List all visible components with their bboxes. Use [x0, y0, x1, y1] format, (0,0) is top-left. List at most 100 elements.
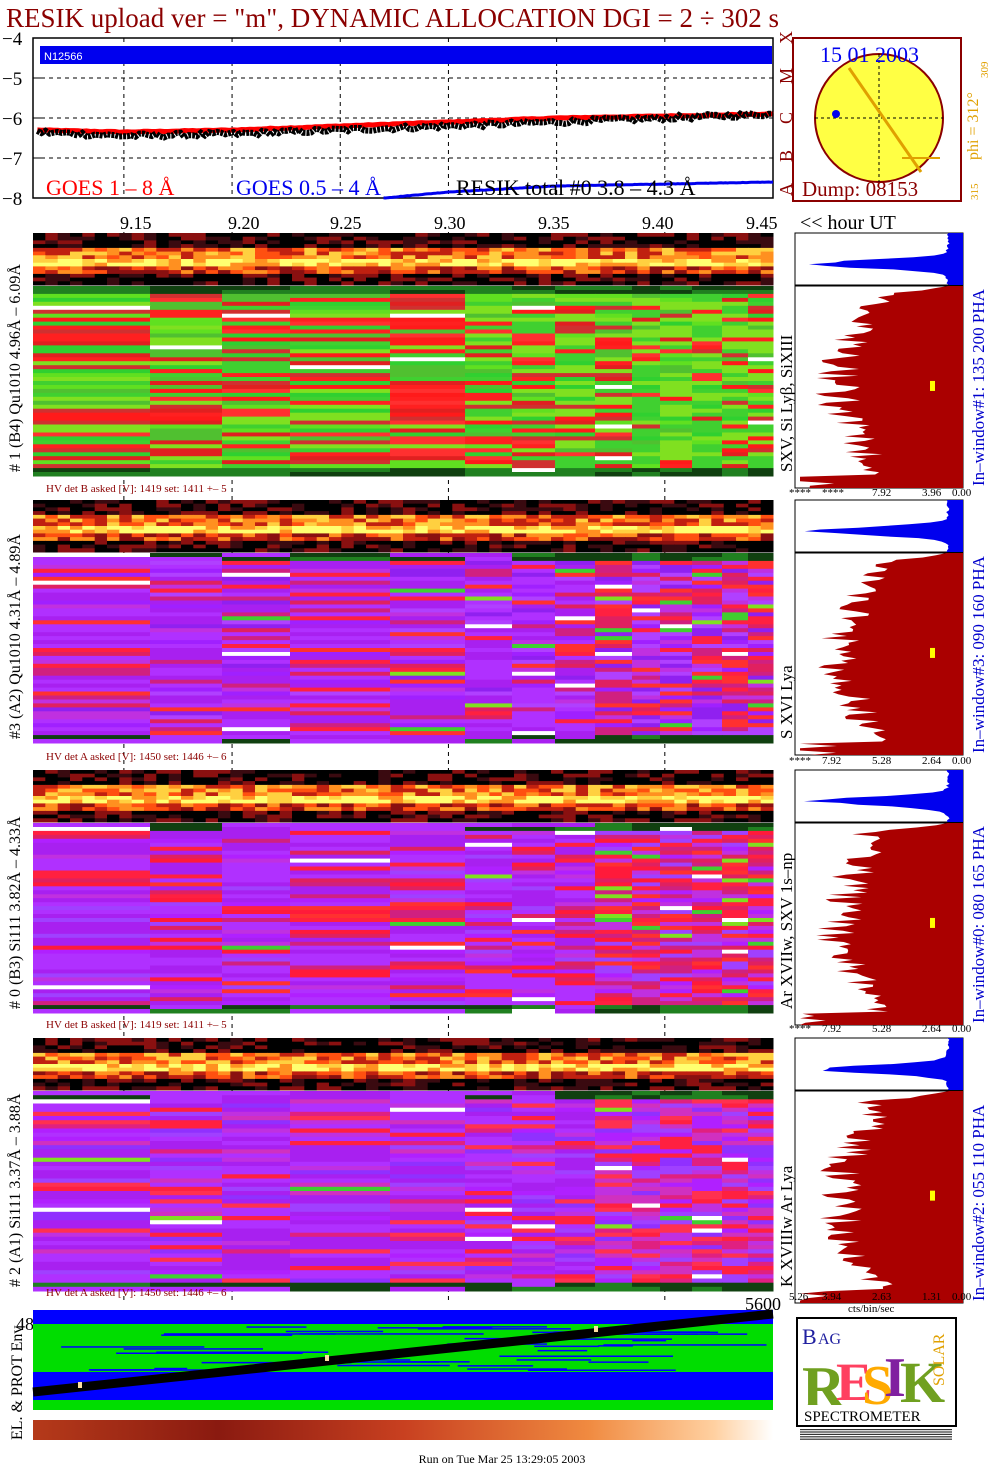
strip-cell — [45, 799, 59, 804]
spectrogram-cell — [660, 568, 693, 574]
strip-cell — [131, 244, 145, 249]
strip-cell — [131, 518, 145, 523]
spectrogram-cell — [465, 838, 513, 844]
strip-cell — [255, 770, 268, 775]
goes-class-label: A — [776, 183, 796, 196]
spectrogram-cell — [748, 870, 774, 875]
spectrogram-cell — [595, 854, 633, 860]
strip-cell — [736, 792, 749, 797]
flare-position-icon — [832, 110, 840, 118]
spectrogram-cell — [555, 969, 596, 974]
spectrogram-cell — [722, 420, 749, 426]
strip-cell — [637, 273, 651, 279]
strip-cell — [551, 803, 564, 808]
strip-cell — [477, 277, 490, 282]
strip-cell — [736, 240, 749, 245]
strip-cell — [637, 537, 651, 542]
spectrogram-cell — [555, 687, 596, 693]
strip-cell — [489, 1049, 503, 1054]
strip-cell — [649, 770, 663, 775]
strip-cell — [292, 548, 305, 553]
strip-cell — [267, 533, 281, 538]
spectrogram-cell — [390, 945, 466, 951]
strip-cell — [168, 529, 182, 534]
strip-cell — [205, 540, 219, 546]
strip-cell — [45, 236, 59, 241]
strip-cell — [662, 814, 675, 819]
strip-cell — [662, 792, 675, 797]
strip-cell — [588, 281, 601, 286]
strip-cell — [255, 511, 268, 516]
spectrogram-cell — [555, 572, 596, 578]
strip-cell — [366, 266, 379, 271]
strip-cell — [267, 270, 281, 275]
strip-cell — [674, 259, 688, 264]
spectrogram-cell — [632, 305, 661, 311]
strip-cell — [501, 814, 515, 819]
spectrogram-cell — [150, 679, 223, 685]
strip-cell — [107, 1038, 120, 1043]
strip-cell — [366, 514, 379, 520]
spectrogram-cell — [748, 703, 774, 708]
strip-cell — [168, 236, 182, 241]
strip-cell — [551, 1049, 564, 1054]
strip-cell — [119, 537, 133, 542]
spectrogram-cell — [748, 739, 774, 744]
strip-cell — [230, 255, 244, 260]
strip-cell — [736, 770, 749, 775]
strip-cell — [316, 533, 330, 538]
strip-cell — [218, 807, 231, 812]
strip-cell — [588, 277, 601, 282]
strip-cell — [181, 233, 194, 238]
strip-cell — [674, 529, 688, 534]
strip-cell — [329, 818, 342, 823]
spectrogram-cell — [222, 739, 291, 744]
strip-cell — [612, 526, 626, 531]
spectrogram-cell — [692, 400, 723, 406]
strip-cell — [415, 529, 429, 534]
spectrogram-cell — [632, 969, 661, 974]
spectrogram-cell — [555, 608, 596, 613]
strip-cell — [94, 262, 108, 267]
strip-cell — [156, 1038, 170, 1043]
spectrogram-cell — [465, 345, 513, 350]
strip-cell — [33, 548, 46, 553]
strip-cell — [514, 259, 527, 264]
strip-cell — [464, 240, 478, 245]
strip-cell — [230, 533, 244, 538]
strip-cell — [390, 251, 404, 256]
spectrogram-cell — [660, 886, 693, 891]
spectrogram-cell — [33, 997, 151, 1002]
spectrogram-cell — [465, 981, 513, 986]
strip-cell — [341, 233, 355, 238]
spectrogram-cell — [722, 408, 749, 414]
strip-cell — [538, 511, 552, 516]
spectrogram-cell — [555, 373, 596, 378]
strip-cell — [427, 784, 441, 790]
spectrogram-cell — [33, 874, 151, 879]
spectrogram-cell — [632, 290, 661, 295]
strip-cell — [57, 548, 71, 553]
spectrogram-cell — [222, 290, 291, 295]
spectrogram-cell — [465, 870, 513, 875]
spectrogram-cell — [33, 357, 151, 362]
spectrogram-cell — [692, 929, 723, 935]
spectrogram-cell — [692, 588, 723, 594]
detector-title: # 0 (B3) Si111 3.82Å – 4.33Å — [6, 816, 24, 1009]
strip-cell — [107, 818, 120, 823]
strip-cell — [279, 537, 293, 542]
spectrogram-cell — [555, 1005, 596, 1010]
spectrogram-cell — [748, 989, 774, 994]
spectrogram-cell — [722, 388, 749, 394]
spectrogram-cell — [722, 290, 749, 295]
spectrogram-cell — [512, 703, 556, 708]
strip-cell — [156, 240, 170, 245]
spectrogram-cell — [722, 652, 749, 657]
spectrogram-cell — [290, 838, 391, 844]
spectrogram-cell — [692, 293, 723, 299]
spectrogram-cell — [632, 850, 661, 856]
strip-cell — [353, 770, 367, 775]
spectrogram-cell — [290, 560, 391, 566]
spectrogram-cell — [660, 937, 693, 943]
